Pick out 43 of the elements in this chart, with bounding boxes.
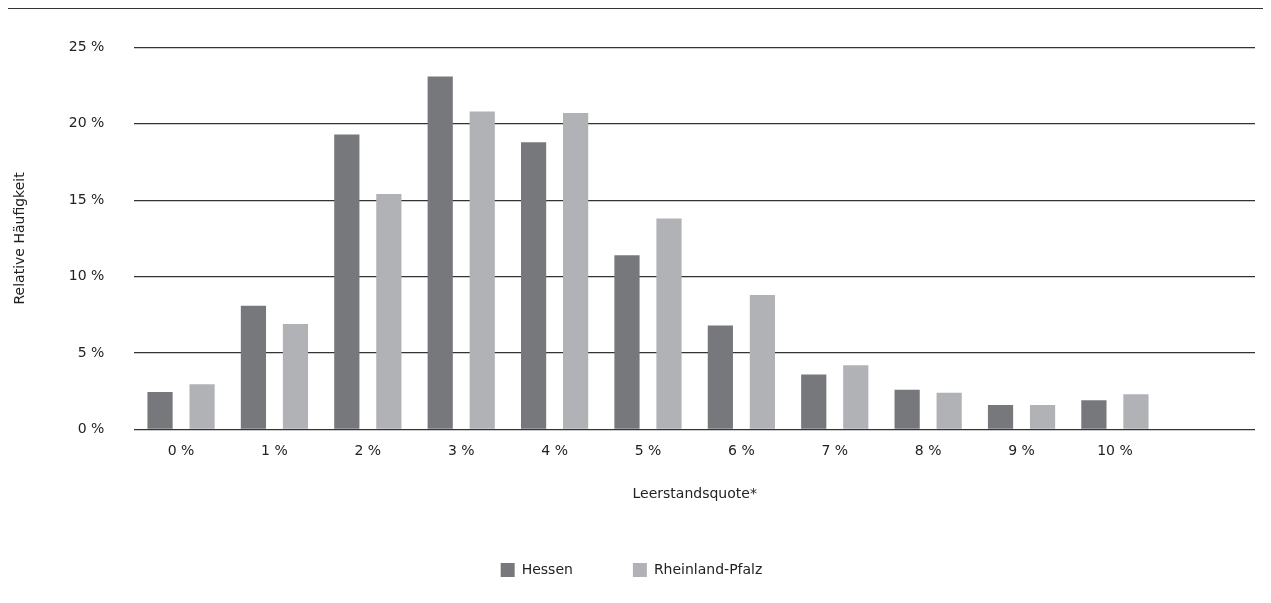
y-tick-label: 20 % [68, 114, 105, 131]
bar [1029, 404, 1056, 429]
bar [1123, 394, 1149, 429]
x-tick-label: 6 % [728, 442, 755, 459]
x-tick-label: 9 % [1008, 442, 1035, 459]
y-tick-label: 15 % [68, 190, 105, 207]
bar [469, 111, 495, 429]
bar [334, 134, 360, 429]
bar [282, 323, 309, 429]
x-tick-label: 7 % [821, 442, 849, 459]
bar [147, 391, 173, 429]
bar [240, 305, 267, 429]
x-tick-label: 3 % [447, 442, 475, 459]
bar [843, 365, 869, 429]
x-tick-label: 8 % [914, 442, 942, 459]
x-axis-title: Leerstandsquote* [632, 485, 757, 502]
bar [520, 142, 547, 429]
x-tick-label: 0 % [167, 442, 195, 459]
bar [1081, 400, 1107, 429]
bar [563, 113, 589, 429]
y-tick-label: 10 % [68, 267, 105, 284]
bar [427, 76, 453, 429]
legend-label: Rheinland-Pfalz [653, 560, 763, 577]
x-tick-label: 5 % [634, 442, 662, 459]
y-axis-title: Relative Häufigkeit [11, 171, 28, 305]
x-tick-label: 1 % [261, 442, 288, 459]
bar [189, 384, 215, 429]
bar [801, 374, 827, 429]
x-tick-label: 10 % [1097, 442, 1133, 459]
bar [376, 194, 402, 429]
bar [987, 404, 1014, 429]
y-tick-label: 25 % [68, 38, 105, 55]
legend-label: Hessen [521, 560, 573, 577]
y-tick-label: 0 % [77, 420, 105, 437]
bar [936, 392, 962, 429]
bar [707, 325, 733, 429]
bar [614, 255, 640, 429]
x-tick-label: 4 % [541, 442, 568, 459]
bar [656, 218, 682, 429]
bar [749, 294, 775, 429]
x-tick-label: 2 % [354, 442, 382, 459]
y-tick-label: 5 % [77, 343, 105, 360]
bar [894, 389, 920, 429]
